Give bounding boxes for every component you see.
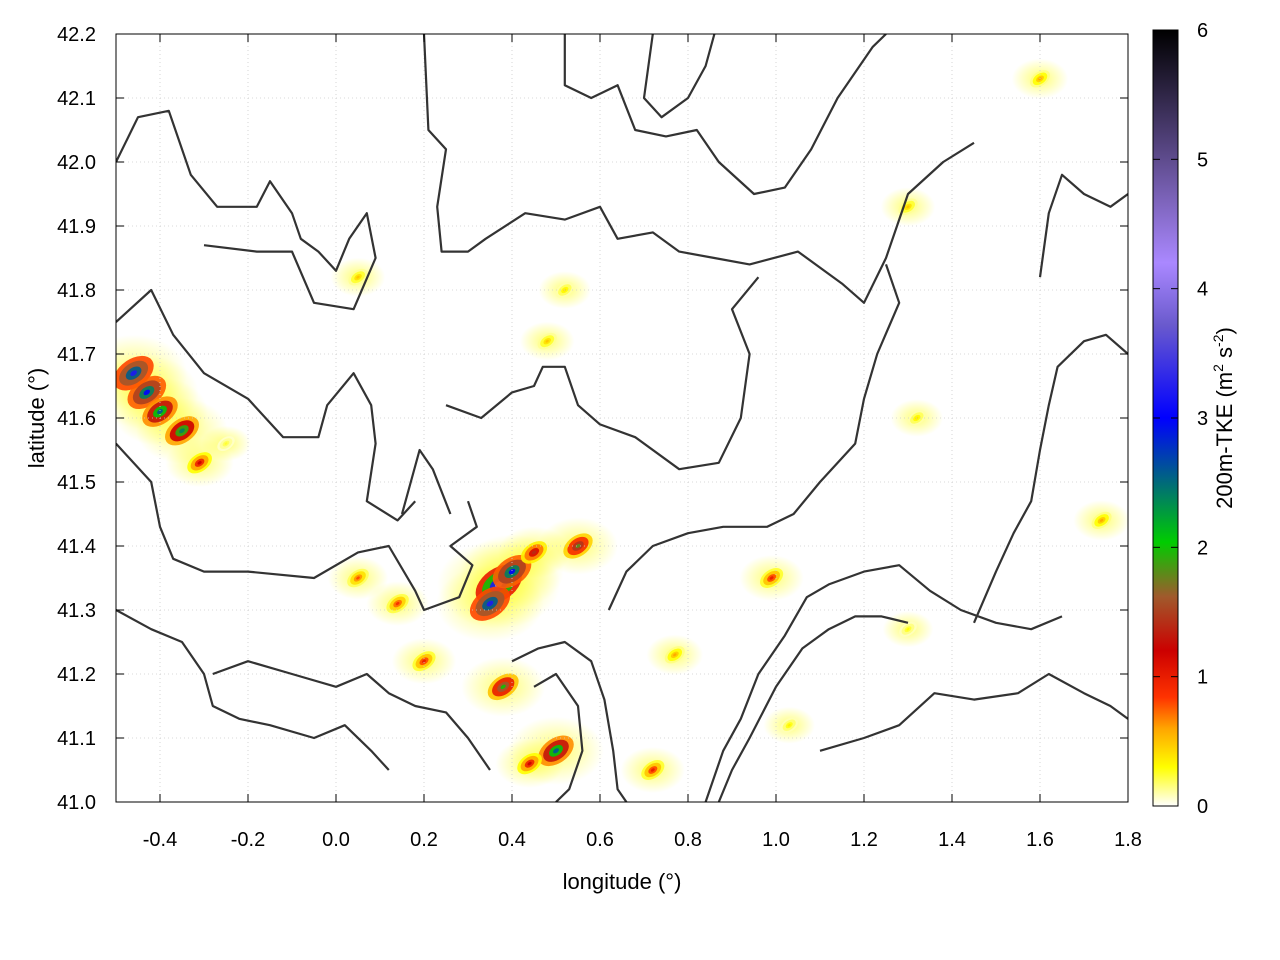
colorbar-ticks: 0 1 2 3 4 5 6 <box>1153 20 1208 818</box>
tke-hotspot-14-3 <box>395 601 400 606</box>
tke-hotspot-1-3 <box>143 389 151 396</box>
x-tick-label: 0.4 <box>498 829 526 851</box>
tke-hotspot-10-3 <box>553 748 559 754</box>
terrain-contour-17 <box>116 609 390 771</box>
y-axis-label: latitude (°) <box>24 368 49 469</box>
terrain-contour-8 <box>704 564 1063 802</box>
colorbar-tick-label: 3 <box>1197 408 1208 430</box>
terrain-contour-5 <box>445 276 760 471</box>
terrain-contour-14 <box>642 34 716 119</box>
y-tick-label: 41.5 <box>57 472 96 494</box>
tke-hotspot-7-3 <box>508 568 516 575</box>
y-tick-labels: 41.0 41.1 41.2 41.3 41.4 41.5 41.6 41.7 41.8 41.9… <box>57 24 96 814</box>
y-tick-label: 42.2 <box>57 24 96 46</box>
terrain-contour-12 <box>1038 173 1128 278</box>
terrain-contour-11 <box>972 333 1128 624</box>
terrain-contour-7 <box>533 672 584 802</box>
y-tick-label: 41.1 <box>57 728 96 750</box>
x-tick-label: -0.4 <box>143 829 177 851</box>
terrain-contour-3 <box>422 34 975 304</box>
terrain-contour-13 <box>563 34 887 196</box>
terrain-contour-2 <box>116 442 478 612</box>
tke-hotspot-4-3 <box>197 461 202 465</box>
tke-hotspot-25-3 <box>787 723 791 727</box>
colorbar-label: 200m-TKE (m2 s-2) <box>1210 327 1237 509</box>
tke-hotspot-12-3 <box>500 684 506 690</box>
terrain-contour-0 <box>116 109 377 311</box>
colorbar-tick-label: 2 <box>1197 537 1208 559</box>
colorbar-tick-label: 4 <box>1197 279 1208 301</box>
x-tick-label: 1.6 <box>1026 829 1054 851</box>
terrain-contour-4 <box>607 264 901 611</box>
x-tick-label: 0.6 <box>586 829 614 851</box>
tke-hotspot-16-3 <box>650 768 655 772</box>
y-tick-label: 41.7 <box>57 344 96 366</box>
terrain-contour-15 <box>400 448 452 515</box>
tke-hotspot-8-3 <box>531 550 537 555</box>
y-tick-label: 42.1 <box>57 88 96 110</box>
terrain-contour-10 <box>819 672 1128 752</box>
tke-hotspot-26-3 <box>906 627 910 631</box>
tke-hotspot-24-3 <box>1099 518 1104 522</box>
colorbar-tick-label: 1 <box>1197 667 1208 689</box>
tke-hotspot-11-3 <box>527 761 532 766</box>
terrain-contour-16 <box>212 660 491 771</box>
terrain-contour-1 <box>116 288 417 522</box>
x-tick-label: 0.2 <box>410 829 438 851</box>
tke-hotspot-22-3 <box>906 205 910 209</box>
tke-hotspot-21-3 <box>356 275 360 279</box>
y-tick-label: 41.0 <box>57 792 96 814</box>
x-tick-label: 1.4 <box>938 829 966 851</box>
x-axis-label: longitude (°) <box>563 869 682 894</box>
y-tick-label: 41.9 <box>57 216 96 238</box>
y-tick-label: 41.3 <box>57 600 96 622</box>
tke-hotspot-15-3 <box>356 576 360 580</box>
tke-hotspot-9-3 <box>575 543 581 549</box>
x-tick-label: 1.0 <box>762 829 790 851</box>
tick-layer <box>116 33 1129 803</box>
tke-hotspot-17-3 <box>769 576 774 580</box>
x-tick-label: 0.8 <box>674 829 702 851</box>
colorbar-tick-label: 6 <box>1197 20 1208 42</box>
tke-hotspot-6-3 <box>486 600 494 607</box>
x-tick-label: 1.8 <box>1114 829 1142 851</box>
tke-hotspot-13-3 <box>422 659 426 663</box>
y-tick-label: 41.2 <box>57 664 96 686</box>
x-tick-label: 1.2 <box>850 829 878 851</box>
colorbar-tick-label: 0 <box>1197 796 1208 818</box>
y-tick-label: 42.0 <box>57 152 96 174</box>
y-tick-label: 41.4 <box>57 536 96 558</box>
terrain-contour-6 <box>511 640 628 802</box>
x-tick-label: -0.2 <box>231 829 265 851</box>
contour-layer <box>116 34 1128 802</box>
colorbar-tick-label: 5 <box>1197 149 1208 171</box>
tke-hotspot-3-3 <box>179 428 185 434</box>
tke-hotspot-18-3 <box>673 653 677 657</box>
x-tick-labels: -0.4 -0.2 0.0 0.2 0.4 0.6 0.8 1.0 1.2 1.4 1.6 1.8 <box>143 829 1142 851</box>
terrain-contour-9 <box>717 615 909 802</box>
tke-hotspot-0-3 <box>130 370 137 377</box>
y-tick-label: 41.6 <box>57 408 96 430</box>
x-tick-label: 0.0 <box>322 829 350 851</box>
tke-hotspot-28-3 <box>224 442 228 445</box>
tke-hotspot-2-3 <box>157 409 163 415</box>
tke-hotspot-19-3 <box>545 339 549 343</box>
y-tick-label: 41.8 <box>57 280 96 302</box>
